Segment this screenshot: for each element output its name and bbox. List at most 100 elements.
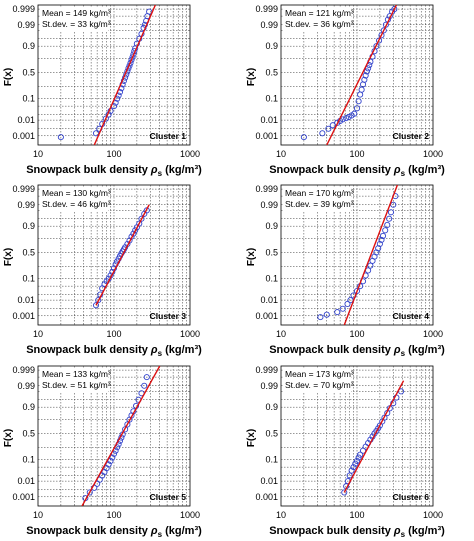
y-tick-label: 0.01: [17, 115, 35, 125]
y-tick-label: 0.1: [22, 274, 35, 284]
y-tick-label: 0.999: [12, 4, 35, 14]
data-layer: [81, 366, 161, 506]
y-tick-label: 0.001: [255, 311, 278, 321]
data-point: [323, 311, 330, 318]
x-tick-label: 10: [33, 510, 43, 520]
x-tick-label: 1000: [180, 510, 200, 520]
mean-text: Mean = 133 kg/m³: [42, 369, 111, 379]
mean-text: Mean = 149 kg/m³: [42, 8, 111, 18]
data-point: [346, 472, 353, 479]
y-tick-label: 0.9: [265, 221, 278, 231]
y-tick-label: 0.5: [265, 67, 278, 77]
data-point: [382, 227, 389, 234]
y-tick-label: 0.001: [255, 492, 278, 502]
stdev-text: St.dev. = 39 kg/m³: [285, 199, 354, 209]
y-tick-label: 0.1: [22, 94, 35, 104]
data-point: [122, 426, 129, 433]
data-point: [362, 72, 369, 79]
y-tick-label: 0.99: [260, 200, 278, 210]
x-tick-label: 100: [106, 149, 121, 159]
x-axis-label: Snowpack bulk density ρs (kg/m³): [26, 344, 202, 358]
data-point: [57, 134, 64, 141]
data-point: [138, 215, 145, 222]
data-point: [363, 68, 370, 75]
data-point: [341, 489, 348, 496]
data-point: [86, 489, 93, 496]
y-tick-label: 0.999: [12, 365, 35, 375]
data-point: [105, 461, 112, 468]
x-tick-label: 10: [276, 510, 286, 520]
x-axis-label: Snowpack bulk density ρs (kg/m³): [269, 344, 445, 358]
mean-text: Mean = 130 kg/m³: [42, 188, 111, 198]
data-layer: [341, 380, 405, 496]
y-tick-label: 0.01: [260, 115, 278, 125]
data-point: [353, 287, 361, 295]
data-point: [329, 122, 336, 129]
data-point: [141, 382, 148, 389]
y-tick-label: 0.1: [265, 455, 278, 465]
y-tick-label: 0.999: [255, 184, 278, 194]
panel-1: 0.001 0.01 0.1 0.5 0.9 0.99 0.999 10 100 1000 F(x)…: [3, 4, 202, 178]
x-tick-label: 1000: [180, 329, 200, 339]
y-tick-label: 0.001: [12, 131, 35, 141]
y-tick-label: 0.9: [22, 221, 35, 231]
data-point: [387, 209, 395, 216]
data-point: [384, 221, 391, 229]
data-point: [351, 110, 358, 117]
fit-line: [326, 5, 398, 145]
y-tick-label: 0.99: [260, 20, 278, 30]
x-tick-label: 100: [106, 510, 121, 520]
stats-box: [40, 187, 108, 211]
x-tick-label: 10: [276, 149, 286, 159]
x-tick-label: 1000: [423, 329, 443, 339]
stats-box: [40, 7, 108, 31]
data-point: [378, 32, 385, 39]
data-point: [379, 232, 387, 239]
data-layer: [92, 204, 150, 309]
stats-box: [283, 7, 351, 31]
data-point: [130, 230, 137, 237]
cluster-label: Cluster 3: [150, 311, 187, 321]
data-point: [373, 43, 380, 50]
stdev-text: St.dev. = 36 kg/m³: [285, 19, 354, 29]
data-point: [128, 56, 135, 63]
mean-text: Mean = 173 kg/m³: [285, 369, 354, 379]
y-tick-label: 0.001: [255, 131, 278, 141]
stdev-text: St.dev. = 70 kg/m³: [285, 380, 354, 390]
y-tick-label: 0.99: [17, 200, 35, 210]
data-point: [375, 37, 383, 44]
x-axis-label: Snowpack bulk density ρs (kg/m³): [269, 525, 445, 539]
y-tick-label: 0.9: [22, 41, 35, 51]
cluster-label: Cluster 5: [150, 492, 187, 502]
y-axis-label: F(x): [3, 68, 14, 86]
cluster-label: Cluster 4: [393, 311, 430, 321]
data-point: [355, 98, 362, 105]
fit-line: [93, 5, 156, 145]
y-tick-label: 0.9: [22, 402, 35, 412]
x-tick-label: 1000: [180, 149, 200, 159]
y-tick-label: 0.001: [12, 311, 35, 321]
fit-line: [343, 380, 405, 493]
stdev-text: St.dev. = 33 kg/m³: [42, 19, 111, 29]
y-tick-label: 0.99: [17, 20, 35, 30]
fit-line: [95, 204, 150, 306]
data-point: [344, 300, 351, 307]
data-point: [378, 236, 385, 243]
cluster-label: Cluster 6: [393, 492, 430, 502]
data-point: [386, 215, 393, 222]
panel-2: 0.001 0.01 0.1 0.5 0.9 0.99 0.999 10 100 1000 F(x)…: [246, 4, 445, 178]
x-tick-label: 100: [349, 510, 364, 520]
x-tick-label: 1000: [423, 510, 443, 520]
data-point: [325, 125, 332, 132]
y-tick-label: 0.5: [22, 428, 35, 438]
data-point: [361, 76, 368, 83]
data-layer: [300, 5, 398, 145]
y-tick-label: 0.999: [255, 4, 278, 14]
data-point: [390, 201, 397, 208]
y-tick-label: 0.1: [265, 274, 278, 284]
stats-box: [283, 187, 351, 211]
data-point: [102, 115, 109, 122]
y-tick-label: 0.999: [255, 365, 278, 375]
x-tick-label: 100: [106, 329, 121, 339]
panel-5: 0.001 0.01 0.1 0.5 0.9 0.99 0.999 10 100 1000 F(x)…: [3, 365, 202, 539]
